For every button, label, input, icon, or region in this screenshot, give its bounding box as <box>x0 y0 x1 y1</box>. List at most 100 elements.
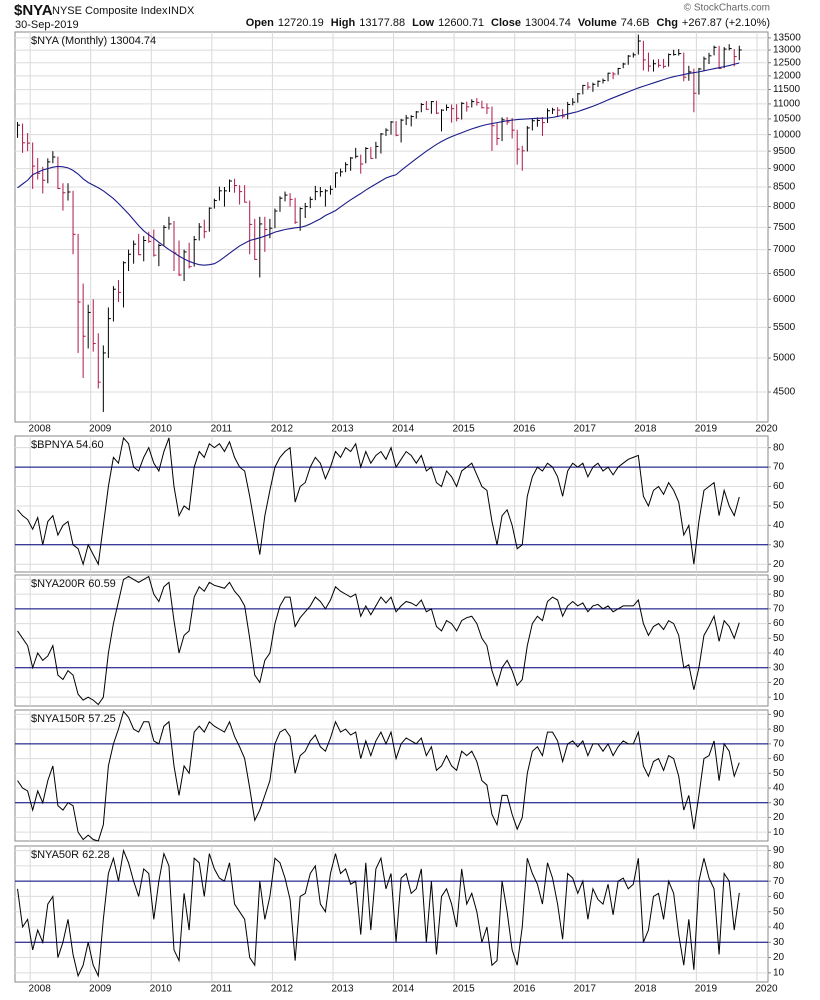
x-tick-label: 2011 <box>211 984 233 995</box>
x-tick-label: 2008 <box>29 984 52 995</box>
x-tick-label: 2017 <box>574 424 597 435</box>
y-tick-label: 60 <box>773 753 785 764</box>
x-tick-label: 2013 <box>331 984 354 995</box>
moving-average <box>17 62 740 266</box>
y-tick-label: 90 <box>773 709 785 720</box>
y-tick-label: 7000 <box>773 244 796 255</box>
y-tick-label: 60 <box>773 618 785 629</box>
y-tick-label: 8000 <box>773 201 796 212</box>
quote-label: Low <box>412 17 434 29</box>
quote-label: High <box>331 17 356 29</box>
x-tick-label: 2010 <box>150 424 173 435</box>
y-tick-label: 9500 <box>773 146 796 157</box>
y-tick-label: 20 <box>773 677 785 688</box>
y-tick-label: 60 <box>773 891 785 902</box>
quote-value: 12600.71 <box>438 17 484 29</box>
quote-value: 13177.88 <box>359 17 405 29</box>
y-tick-label: 10500 <box>773 114 801 125</box>
x-tick-label: 2014 <box>392 424 415 435</box>
y-tick-label: 50 <box>773 768 785 779</box>
index-name: NYSE Composite Index <box>52 5 168 17</box>
y-tick-label: 9000 <box>773 163 796 174</box>
y-tick-label: 8500 <box>773 182 796 193</box>
y-tick-label: 90 <box>773 845 785 856</box>
y-tick-label: 30 <box>773 539 785 550</box>
symbol: $NYA <box>14 2 53 19</box>
y-tick-label: 40 <box>773 520 785 531</box>
y-tick-label: 50 <box>773 501 785 512</box>
y-tick-label: 10000 <box>773 129 801 140</box>
x-tick-label: 2016 <box>513 424 536 435</box>
y-tick-label: 20 <box>773 952 785 963</box>
x-tick-label: 2013 <box>331 424 354 435</box>
y-tick-label: 11500 <box>773 84 801 95</box>
x-tick-label: 2008 <box>29 424 52 435</box>
x-tick-label: 2016 <box>513 984 536 995</box>
x-tick-label: 2014 <box>392 984 415 995</box>
quote-label: Chg <box>657 17 678 29</box>
y-tick-label: 10 <box>773 967 785 978</box>
x-tick-label: 2015 <box>453 424 476 435</box>
y-tick-label: 10 <box>773 827 785 838</box>
x-tick-label: 2020 <box>755 984 778 995</box>
y-tick-label: 80 <box>773 442 785 453</box>
x-tick-label: 2015 <box>453 984 476 995</box>
y-tick-label: 50 <box>773 906 785 917</box>
y-tick-label: 13000 <box>773 45 801 56</box>
y-tick-label: 40 <box>773 922 785 933</box>
indicator-line <box>17 848 740 978</box>
y-tick-label: 80 <box>773 724 785 735</box>
exchange: INDX <box>168 5 195 17</box>
y-tick-label: 12000 <box>773 71 801 82</box>
y-tick-label: 50 <box>773 633 785 644</box>
x-tick-label: 2009 <box>89 984 112 995</box>
y-tick-label: 5500 <box>773 322 796 333</box>
y-tick-label: 7500 <box>773 222 796 233</box>
quote-value: +267.87 (+2.10%) <box>682 17 770 29</box>
panel-frame <box>14 845 769 983</box>
panel-label: $NYA150R 57.25 <box>31 713 116 725</box>
indicator-line <box>17 710 740 842</box>
date: 30-Sep-2019 <box>15 19 79 31</box>
y-tick-label: 40 <box>773 648 785 659</box>
credit: © StockCharts.com <box>684 3 770 14</box>
y-tick-label: 70 <box>773 738 785 749</box>
x-tick-label: 2010 <box>150 984 173 995</box>
y-tick-label: 80 <box>773 861 785 872</box>
y-tick-label: 70 <box>773 462 785 473</box>
y-tick-label: 60 <box>773 481 785 492</box>
y-tick-label: 13500 <box>773 33 801 44</box>
x-tick-label: 2017 <box>574 984 597 995</box>
panel-label: $NYA (Monthly) 13004.74 <box>31 35 156 47</box>
quote: Open 12720.19 High 13177.88 Low 12600.71 Close… <box>246 17 770 29</box>
y-tick-label: 40 <box>773 783 785 794</box>
y-tick-label: 30 <box>773 937 785 948</box>
x-tick-label: 2012 <box>271 984 294 995</box>
y-tick-label: 70 <box>773 603 785 614</box>
y-tick-label: 11000 <box>773 99 801 110</box>
y-tick-label: 10 <box>773 692 785 703</box>
y-tick-label: 6500 <box>773 268 796 279</box>
x-tick-label: 2018 <box>634 424 657 435</box>
indicator-line <box>17 575 740 706</box>
y-tick-label: 30 <box>773 797 785 808</box>
quote-label: Close <box>491 17 521 29</box>
x-tick-label: 2019 <box>695 424 718 435</box>
y-tick-label: 20 <box>773 812 785 823</box>
x-tick-label: 2020 <box>755 424 778 435</box>
quote-label: Volume <box>578 17 617 29</box>
indicator-line <box>17 436 740 567</box>
y-tick-label: 6000 <box>773 294 796 305</box>
y-tick-label: 5000 <box>773 353 796 364</box>
quote-value: 12720.19 <box>278 17 324 29</box>
x-tick-label: 2019 <box>695 984 718 995</box>
panel-label: $NYA50R 62.28 <box>31 849 110 861</box>
quote-value: 13004.74 <box>525 17 571 29</box>
quote-label: Open <box>246 17 274 29</box>
x-tick-label: 2011 <box>211 424 233 435</box>
panel-frame <box>14 709 769 842</box>
y-tick-label: 70 <box>773 876 785 887</box>
y-tick-label: 30 <box>773 662 785 673</box>
